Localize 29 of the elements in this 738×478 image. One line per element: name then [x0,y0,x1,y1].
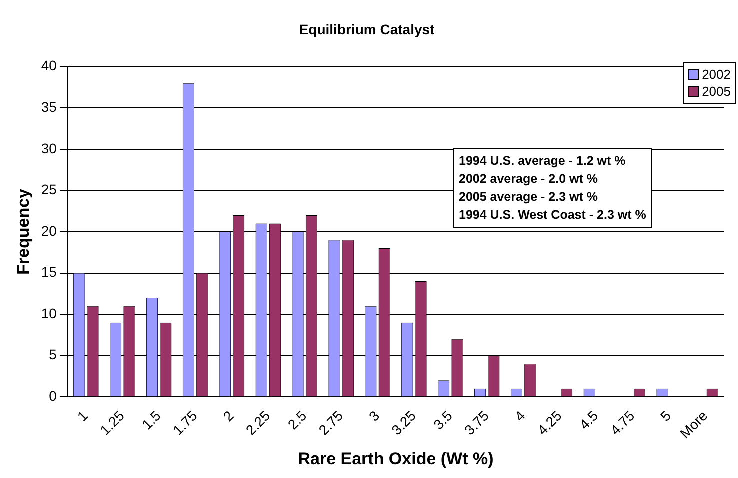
y-tick-label: 30 [41,140,58,156]
x-tick-label: 2 [220,408,237,424]
x-tick-label: 4.5 [576,407,602,433]
x-tick-label: 5 [657,408,674,424]
x-tick-label: 2.5 [284,407,310,433]
annotation: 1994 U.S. West Coast - 2.3 wt % [459,207,646,224]
y-tick-label: 35 [41,98,58,115]
y-tick-label: 0 [49,388,58,404]
x-tick-label: 4 [512,408,529,424]
y-tick-label: 5 [49,346,58,363]
legend-label: 2002 [702,67,731,82]
x-tick-label: 4.75 [607,407,638,438]
y-tick-label: 40 [41,58,58,74]
x-tick-label: 4.25 [534,407,565,438]
x-tick-label: 3 [366,408,383,424]
y-tick-label: 25 [41,182,58,198]
x-tick-label: 1 [74,408,92,424]
x-axis-title: Rare Earth Oxide (Wt %) [298,449,494,468]
x-tick-label: 3.5 [430,407,456,433]
legend-label: 2005 [702,84,731,99]
y-tick-label: 20 [41,222,58,239]
chart-title: Equilibrium Catalyst [299,21,436,38]
y-axis-title: Frequency [14,188,33,275]
y-tick-label: 15 [41,264,58,280]
x-tick-label: 1.5 [138,407,164,433]
annotation: 2005 average - 2.3 wt % [459,189,599,206]
annotation: 2002 average - 2.0 wt % [459,171,599,188]
y-tick-label: 10 [41,305,58,322]
annotation: 1994 U.S. average - 1.2 wt % [459,153,627,170]
